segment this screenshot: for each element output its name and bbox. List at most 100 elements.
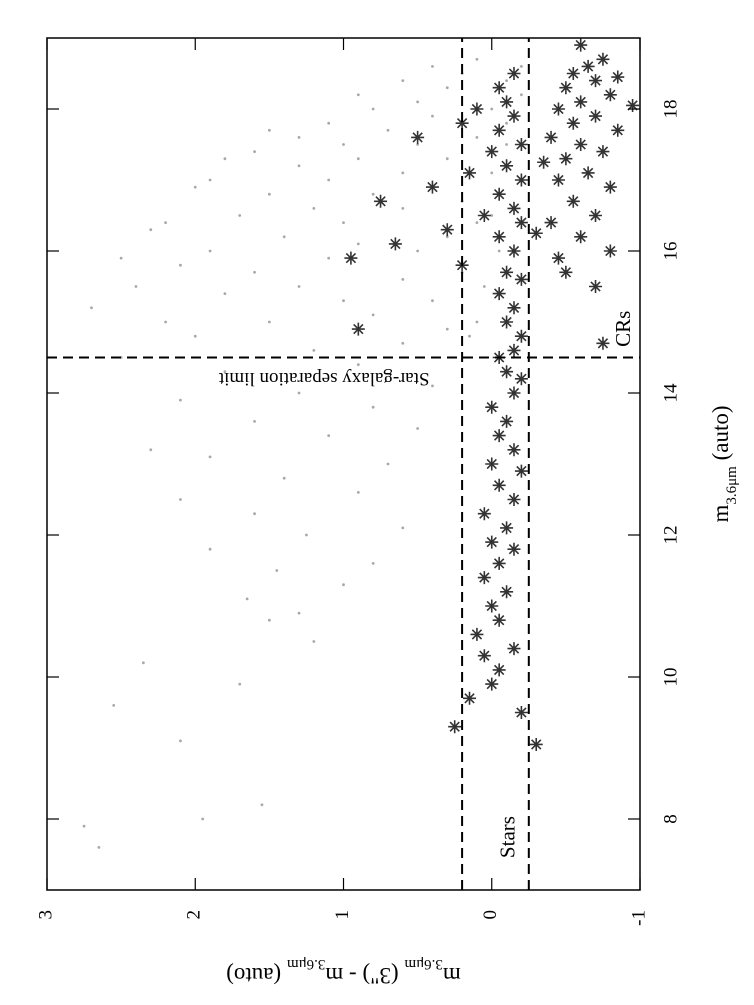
star-point bbox=[514, 216, 528, 230]
galaxy-point bbox=[164, 221, 167, 224]
star-point bbox=[589, 109, 603, 123]
galaxy-point bbox=[356, 242, 360, 246]
y-tick-label: 3 bbox=[35, 910, 56, 920]
star-point bbox=[626, 98, 640, 112]
galaxy-point bbox=[327, 121, 331, 125]
galaxy-point bbox=[505, 79, 508, 82]
galaxy-point bbox=[179, 263, 182, 267]
galaxy-point bbox=[119, 256, 123, 260]
galaxy-point bbox=[356, 490, 360, 494]
galaxy-point bbox=[312, 349, 316, 352]
galaxy-point bbox=[193, 185, 197, 189]
star-point bbox=[574, 230, 588, 244]
star-point bbox=[477, 571, 491, 585]
star-point bbox=[500, 365, 514, 379]
y-axis-label-part: m bbox=[443, 963, 461, 988]
galaxy-point bbox=[275, 569, 279, 572]
galaxy-point bbox=[475, 221, 479, 224]
star-point bbox=[500, 159, 514, 173]
galaxy-point bbox=[253, 419, 256, 423]
galaxy-point bbox=[238, 214, 242, 217]
star-point bbox=[463, 166, 477, 180]
galaxy-point bbox=[356, 157, 360, 161]
star-point bbox=[477, 507, 491, 521]
galaxy-point bbox=[371, 405, 375, 409]
galaxy-point bbox=[505, 121, 508, 125]
star-point bbox=[551, 173, 565, 187]
galaxy-point bbox=[401, 207, 405, 210]
galaxy-point bbox=[371, 192, 375, 196]
galaxy-point bbox=[431, 114, 434, 118]
star-point bbox=[500, 265, 514, 279]
y-axis-label-part: 3.6μm bbox=[404, 956, 443, 972]
star-point bbox=[566, 116, 580, 130]
galaxy-point bbox=[282, 476, 286, 480]
star-point bbox=[485, 535, 499, 549]
galaxy-point bbox=[327, 256, 331, 260]
galaxy-point bbox=[342, 221, 345, 224]
x-axis-label-part: (auto) bbox=[708, 405, 733, 466]
galaxy-point bbox=[497, 249, 501, 253]
galaxy-point bbox=[260, 803, 264, 807]
galaxy-point bbox=[386, 462, 390, 466]
galaxy-point bbox=[431, 299, 434, 303]
x-axis-label-part: m bbox=[708, 505, 733, 523]
star-point bbox=[485, 599, 499, 613]
star-point bbox=[500, 585, 514, 599]
star-point bbox=[477, 649, 491, 663]
galaxy-point bbox=[253, 512, 256, 516]
galaxy-point bbox=[297, 136, 301, 139]
galaxy-point bbox=[179, 398, 182, 402]
galaxy-point bbox=[386, 128, 390, 132]
star-point bbox=[514, 329, 528, 343]
x-axis-label: m3.6μm (auto) bbox=[708, 405, 740, 522]
star-point bbox=[492, 613, 506, 627]
galaxy-point bbox=[164, 320, 167, 324]
galaxy-point bbox=[223, 157, 227, 161]
galaxy-point bbox=[371, 107, 375, 111]
star-point bbox=[507, 201, 521, 215]
y-tick-label: 0 bbox=[480, 910, 501, 920]
galaxy-point bbox=[141, 661, 145, 665]
galaxy-point bbox=[401, 278, 405, 281]
x-tick-label: 16 bbox=[660, 242, 681, 261]
star-point bbox=[589, 74, 603, 88]
y-tick-label: 1 bbox=[332, 910, 353, 920]
galaxy-point bbox=[490, 214, 494, 217]
galaxy-point bbox=[482, 285, 486, 288]
star-point bbox=[500, 414, 514, 428]
galaxy-point bbox=[90, 306, 93, 310]
galaxy-point bbox=[468, 334, 471, 338]
star-point bbox=[559, 81, 573, 95]
star-point bbox=[470, 102, 484, 116]
galaxy-point bbox=[327, 178, 331, 182]
galaxy-point bbox=[245, 597, 249, 601]
star-point bbox=[551, 102, 565, 116]
star-point bbox=[603, 180, 617, 194]
y-axis-label: m3.6μm (3") - m3.6μm (auto) bbox=[226, 956, 461, 988]
galaxy-point bbox=[475, 57, 479, 61]
star-point bbox=[507, 301, 521, 315]
galaxy-point bbox=[312, 640, 316, 643]
star-point bbox=[551, 251, 565, 265]
galaxy-point bbox=[134, 285, 138, 288]
star-point bbox=[492, 187, 506, 201]
star-point bbox=[455, 116, 469, 130]
star-point bbox=[611, 70, 625, 84]
galaxy-point bbox=[416, 427, 420, 430]
galaxy-point bbox=[82, 824, 86, 828]
star-point bbox=[507, 443, 521, 457]
star-point bbox=[603, 244, 617, 258]
annotation: CRs bbox=[611, 311, 635, 347]
star-point bbox=[492, 429, 506, 443]
galaxy-point bbox=[431, 384, 434, 388]
galaxy-point bbox=[312, 207, 316, 210]
star-point bbox=[507, 386, 521, 400]
star-point bbox=[589, 280, 603, 293]
star-point bbox=[492, 287, 506, 301]
star-point bbox=[589, 209, 603, 222]
star-point bbox=[507, 542, 521, 556]
galaxy-point bbox=[356, 363, 360, 366]
galaxy-point bbox=[223, 370, 227, 374]
